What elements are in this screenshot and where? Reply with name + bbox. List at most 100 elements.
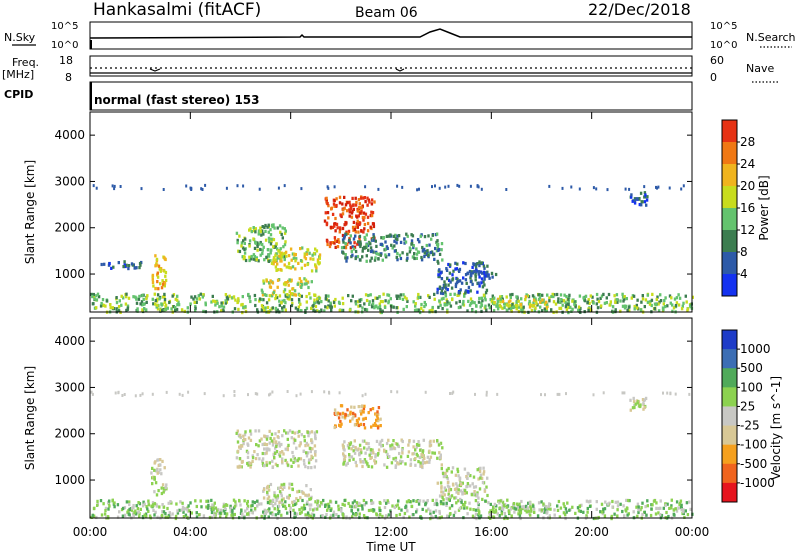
- heatmap-cell: [352, 247, 356, 251]
- heatmap-cell: [616, 300, 619, 304]
- velocity-heatmap: [90, 390, 694, 521]
- heatmap-cell: [142, 302, 145, 306]
- heatmap-cell: [461, 503, 465, 507]
- heatmap-cell: [595, 187, 598, 191]
- heatmap-cell: [527, 501, 530, 505]
- heatmap-cell: [155, 305, 158, 309]
- heatmap-cell: [176, 294, 179, 298]
- heatmap-cell: [272, 223, 275, 227]
- heatmap-cell: [260, 304, 264, 308]
- heatmap-cell: [440, 485, 443, 489]
- heatmap-cell: [281, 236, 284, 240]
- heatmap-cell: [287, 254, 291, 258]
- heatmap-cell: [92, 302, 95, 306]
- heatmap-cell: [318, 253, 322, 257]
- heatmap-cell: [630, 195, 633, 199]
- heatmap-cell: [341, 250, 344, 254]
- heatmap-cell: [166, 306, 169, 310]
- heatmap-cell: [126, 510, 129, 514]
- heatmap-cell: [246, 504, 250, 509]
- heatmap-cell: [105, 515, 108, 519]
- heatmap-cell: [292, 441, 296, 445]
- heatmap-cell: [472, 485, 476, 489]
- heatmap-cell: [145, 300, 148, 304]
- heatmap-cell: [236, 429, 239, 433]
- heatmap-cell: [420, 302, 423, 307]
- heatmap-cell: [280, 483, 283, 487]
- heatmap-cell: [254, 392, 257, 396]
- heatmap-cell: [151, 297, 154, 301]
- heatmap-cell: [351, 294, 354, 298]
- heatmap-cell: [161, 309, 164, 313]
- heatmap-cell: [374, 256, 377, 260]
- heatmap-cell: [212, 299, 215, 303]
- heatmap-cell: [407, 443, 410, 447]
- heatmap-cell: [362, 230, 365, 234]
- heatmap-cell: [100, 513, 104, 517]
- heatmap-cell: [283, 251, 286, 256]
- heatmap-cell: [399, 459, 402, 463]
- heatmap-cell: [262, 298, 265, 302]
- heatmap-cell: [189, 302, 192, 306]
- heatmap-cell: [347, 413, 350, 418]
- heatmap-cell: [574, 511, 577, 515]
- heatmap-cell: [465, 281, 468, 285]
- heatmap-cell: [648, 302, 652, 306]
- heatmap-cell: [441, 307, 444, 311]
- heatmap-cell: [446, 302, 449, 306]
- heatmap-cell: [281, 502, 284, 506]
- heatmap-cell: [532, 298, 536, 302]
- heatmap-cell: [333, 411, 336, 416]
- heatmap-cell: [621, 292, 624, 296]
- heatmap-cell: [635, 197, 639, 201]
- heatmap-cell: [128, 507, 131, 511]
- heatmap-cell: [160, 472, 163, 476]
- heatmap-cell: [273, 507, 276, 511]
- heatmap-cell: [524, 508, 527, 512]
- heatmap-cell: [232, 498, 236, 502]
- heatmap-cell: [580, 503, 583, 507]
- heatmap-cell: [246, 461, 249, 466]
- heatmap-cell: [513, 506, 516, 510]
- heatmap-cell: [350, 509, 353, 513]
- heatmap-cell: [325, 513, 328, 517]
- heatmap-cell: [344, 454, 347, 459]
- heatmap-cell: [505, 303, 509, 307]
- heatmap-cell: [469, 289, 472, 293]
- heatmap-cell: [389, 509, 392, 513]
- heatmap-cell: [163, 300, 167, 304]
- heatmap-cell: [278, 299, 281, 303]
- heatmap-cell: [376, 410, 379, 414]
- heatmap-cell: [247, 292, 250, 297]
- heatmap-cell: [525, 504, 528, 508]
- heatmap-cell: [334, 500, 338, 504]
- heatmap-cell: [233, 506, 236, 510]
- heatmap-cell: [454, 267, 457, 271]
- heatmap-cell: [578, 294, 582, 298]
- heatmap-cell: [688, 500, 691, 504]
- heatmap-cell: [607, 502, 610, 506]
- heatmap-cell: [616, 500, 620, 504]
- heatmap-cell: [381, 443, 384, 448]
- heatmap-cell: [243, 255, 246, 260]
- heatmap-cell: [553, 293, 556, 297]
- heatmap-cell: [367, 508, 371, 513]
- heatmap-cell: [179, 500, 182, 504]
- heatmap-cell: [370, 501, 373, 505]
- heatmap-cell: [131, 506, 134, 510]
- heatmap-cell: [271, 390, 274, 394]
- heatmap-cell: [233, 390, 236, 393]
- heatmap-cell: [438, 268, 441, 272]
- date-label: 22/Dec/2018: [588, 0, 691, 19]
- heatmap-cell: [283, 429, 286, 433]
- heatmap-cell: [364, 200, 367, 204]
- heatmap-cell: [517, 508, 520, 512]
- heatmap-cell: [395, 255, 398, 259]
- heatmap-cell: [403, 511, 407, 516]
- heatmap-cell: [261, 442, 264, 447]
- heatmap-cell: [396, 258, 399, 262]
- heatmap-cell: [291, 487, 294, 491]
- heatmap-cell: [595, 500, 598, 504]
- heatmap-cell: [479, 473, 483, 477]
- heatmap-cell: [358, 452, 361, 456]
